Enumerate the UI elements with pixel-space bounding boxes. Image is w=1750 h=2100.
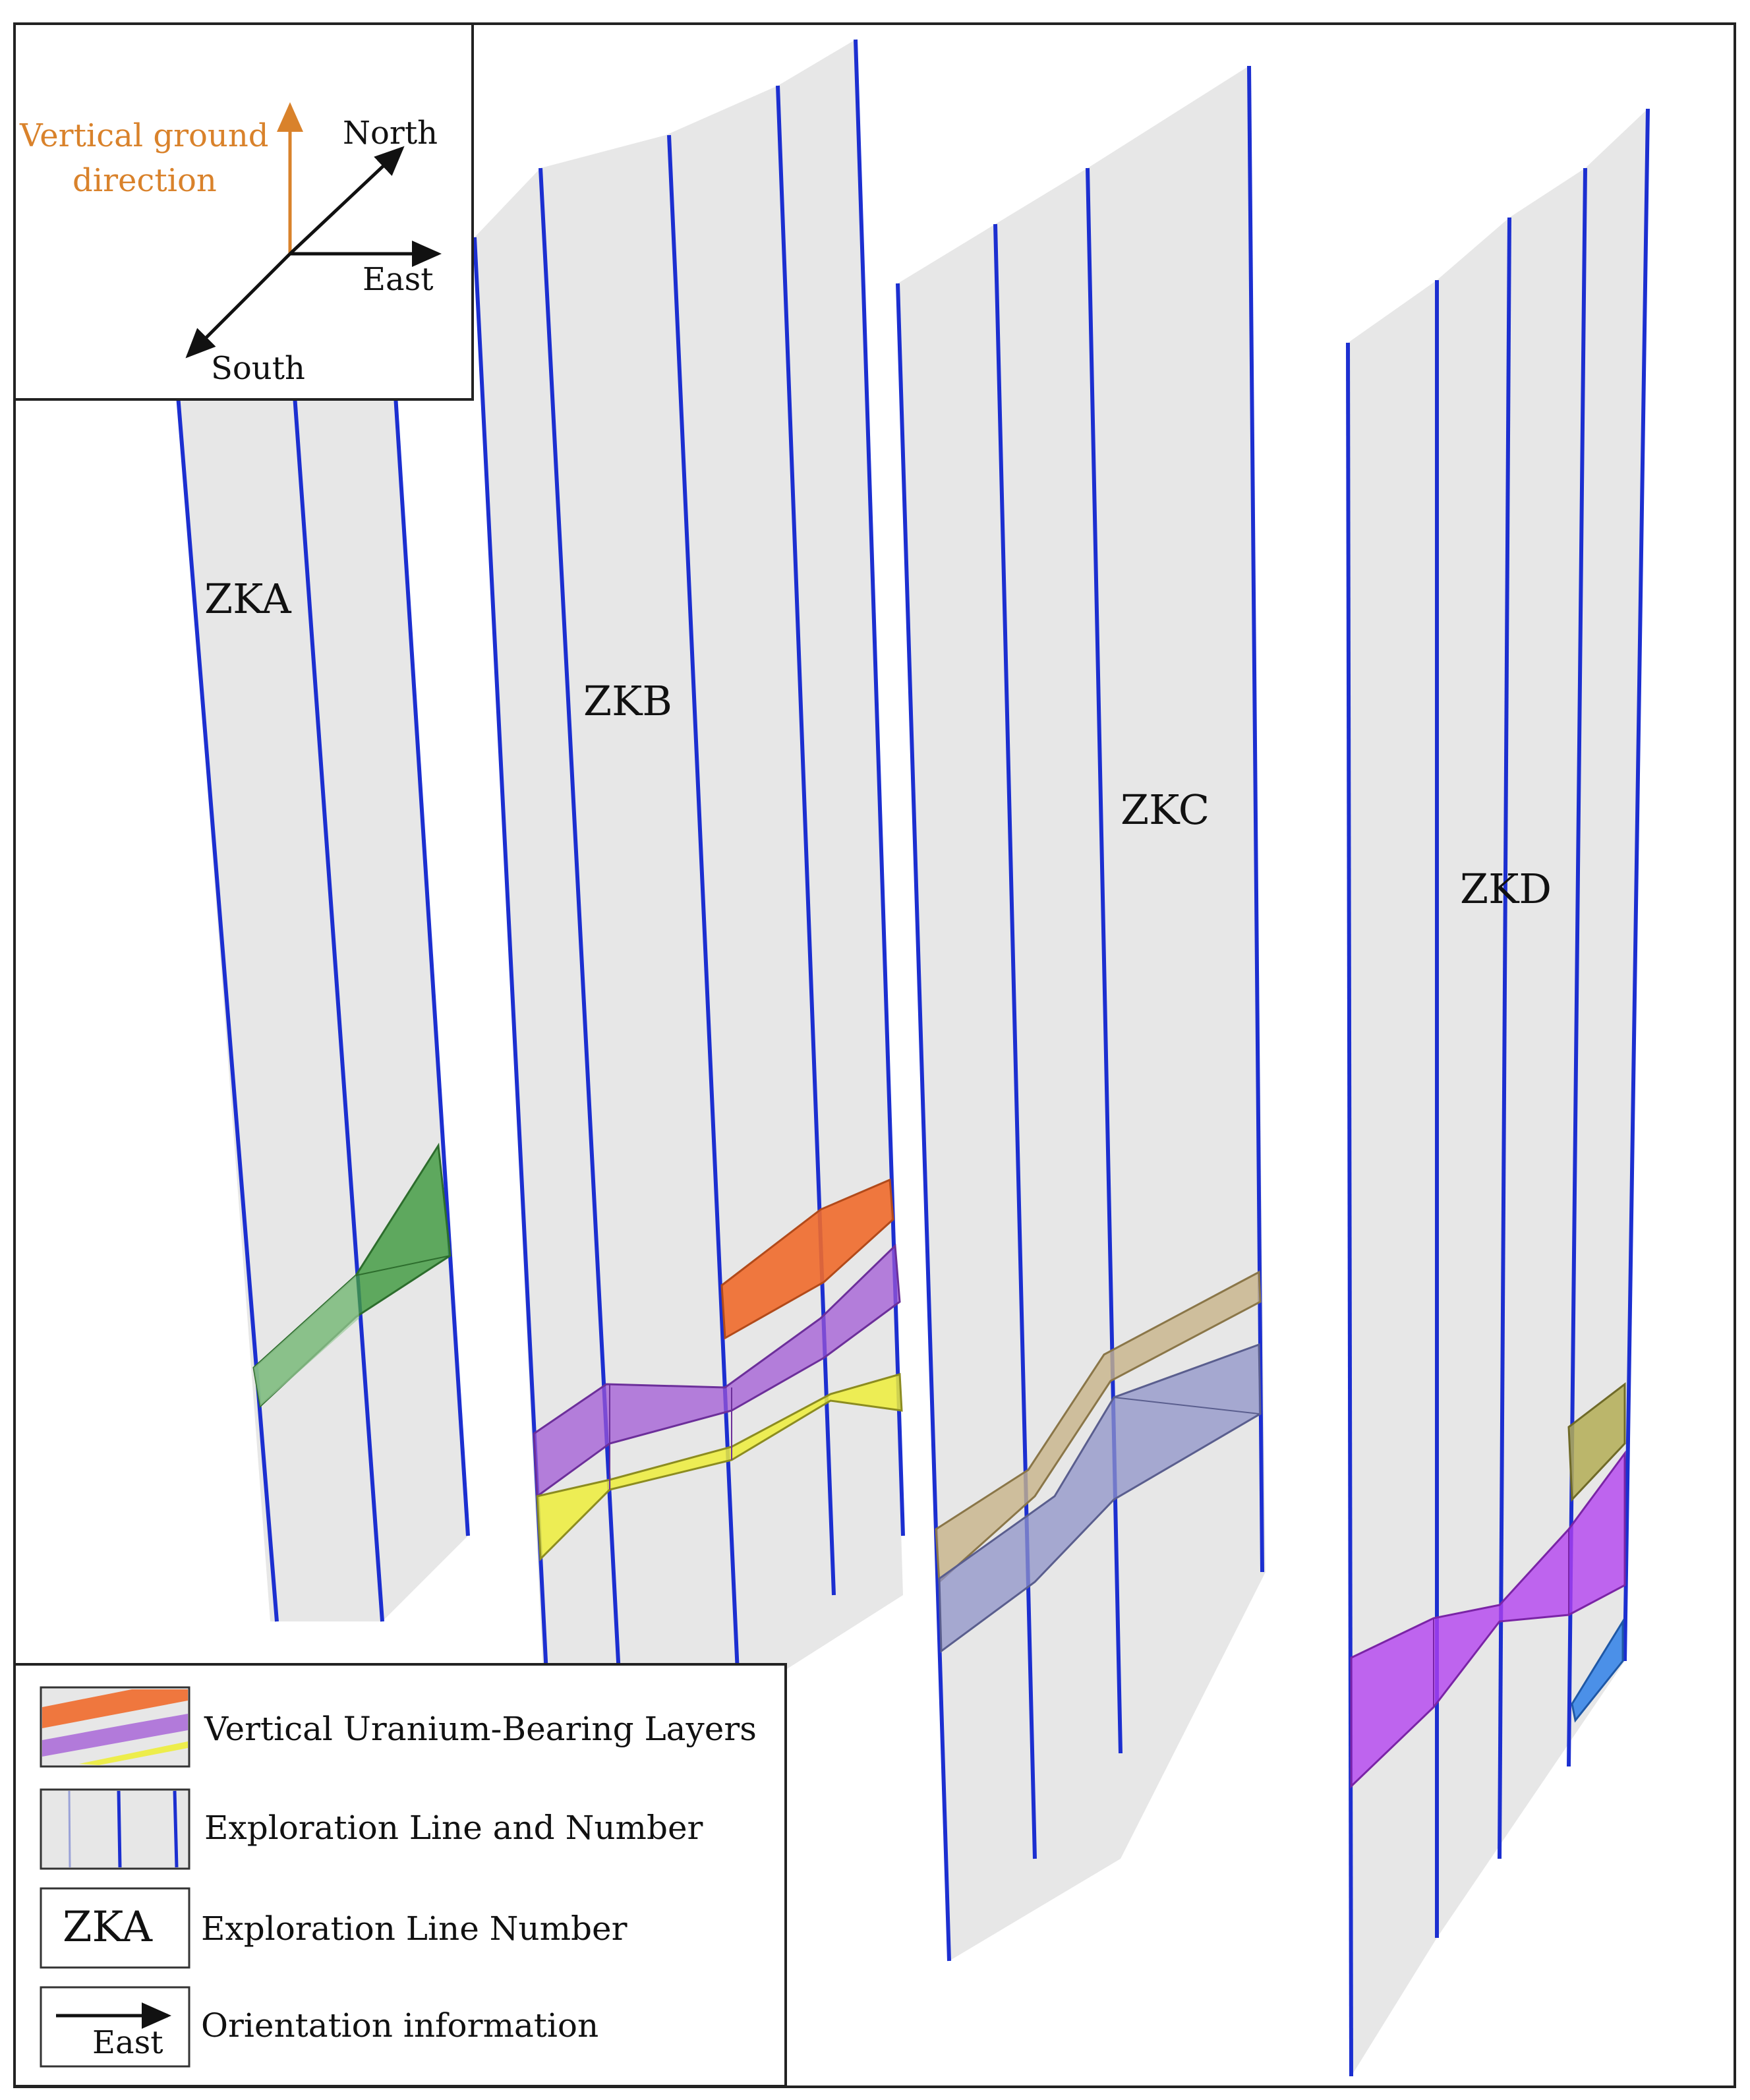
legend-number-label: Exploration Line Number (201, 1910, 627, 1948)
vertical-direction-label-2: direction (73, 162, 217, 199)
section-zkc: ZKC (896, 65, 1266, 1962)
tan-uranium-layer (935, 1270, 1262, 1585)
section-label-zkb: ZKB (583, 677, 672, 725)
yellow-uranium-layer (536, 1373, 903, 1561)
legend: Vertical Uranium-Bearing Layers Explorat… (13, 1663, 787, 2087)
section-zka: ZKA (176, 395, 470, 1622)
compass-frame (13, 22, 474, 401)
slate-uranium-layer (938, 1343, 1262, 1653)
drill-line (1498, 217, 1511, 1859)
east-label: East (363, 261, 434, 298)
drill-line (293, 395, 384, 1622)
section-zkd: ZKD (1346, 108, 1650, 2077)
section-label-zka: ZKA (204, 575, 292, 623)
blue-uranium-layer (1571, 1618, 1624, 1723)
north-arrow (289, 146, 405, 255)
legend-number-box-text: ZKA (63, 1903, 153, 1952)
legend-layers-label: Vertical Uranium-Bearing Layers (204, 1710, 757, 1748)
drill-line (394, 395, 470, 1536)
magenta-uranium-layer (1350, 1450, 1626, 1789)
legend-orientation-label: Orientation information (201, 2006, 598, 2045)
olive-uranium-layer (1567, 1382, 1626, 1502)
vertical-direction-label: Vertical ground (19, 117, 268, 154)
south-arrow (185, 252, 291, 359)
layer-edge (355, 1255, 451, 1276)
drill-line (896, 283, 951, 1962)
drill-line (176, 395, 279, 1622)
legend-layers-swatch (40, 1686, 190, 1768)
legend-line-swatch (40, 1788, 190, 1870)
section-label-zkd: ZKD (1460, 865, 1552, 913)
section-zkc-panel (898, 66, 1266, 1961)
compass-inset: Vertical ground direction North East Sou… (13, 22, 474, 401)
legend-line-label: Exploration Line and Number (204, 1809, 703, 1847)
orange-uranium-layer (720, 1178, 894, 1340)
drill-line (1247, 65, 1264, 1573)
north-label: North (343, 115, 438, 152)
drill-line (667, 134, 740, 1688)
green-uranium-layer-light (254, 1275, 359, 1406)
south-label: South (211, 350, 305, 387)
legend-number-box (40, 1887, 190, 1969)
drill-line (1623, 108, 1650, 1662)
section-zkb: ZKB (473, 39, 905, 1688)
section-label-zkc: ZKC (1121, 786, 1210, 834)
purple-uranium-layer (533, 1243, 901, 1498)
layer-edge (1113, 1397, 1260, 1415)
legend-east-text: East (92, 2024, 163, 2061)
